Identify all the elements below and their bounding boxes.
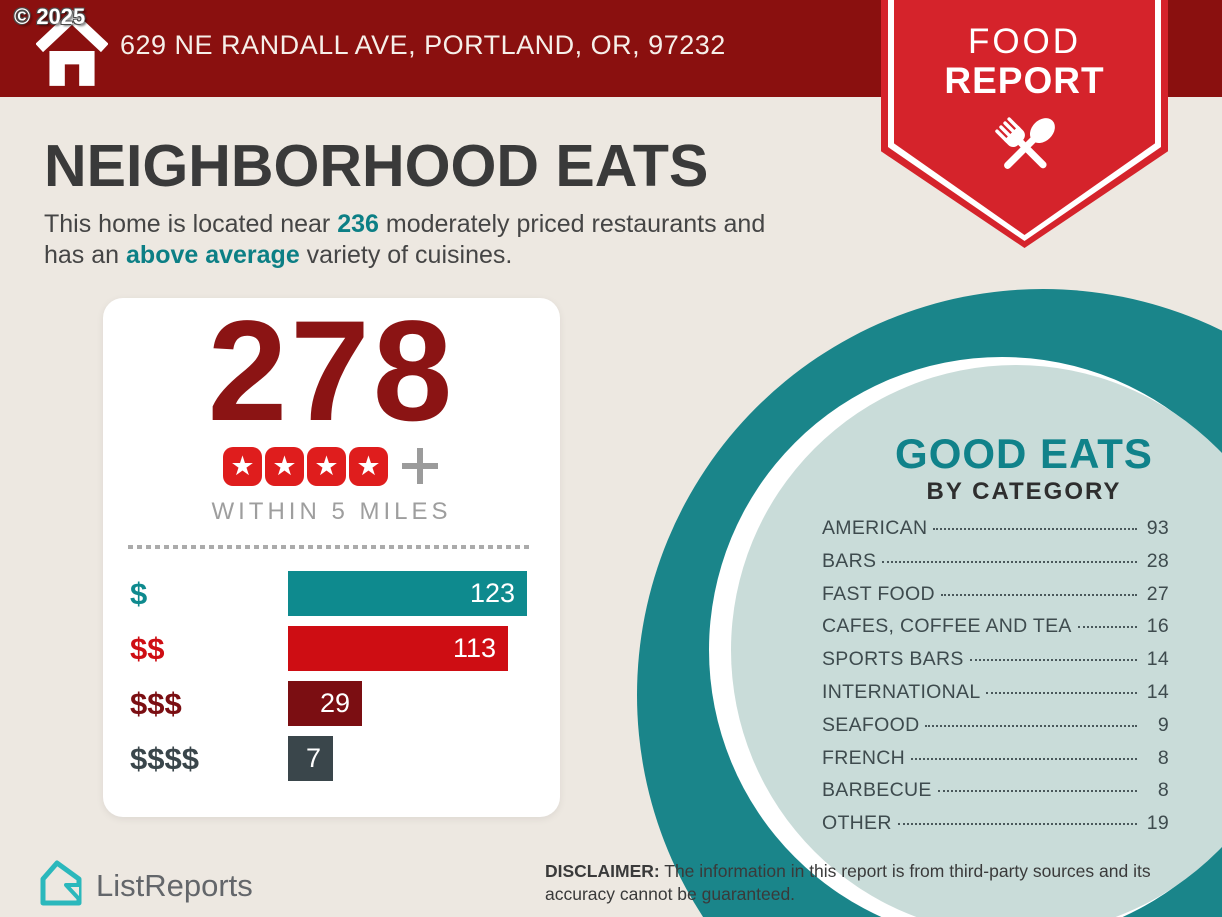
bar-value: 7 [305, 743, 321, 773]
dotted-leader [925, 724, 1137, 727]
bar-row: $$ 113 [130, 626, 545, 671]
good-eats-subtitle: BY CATEGORY [926, 478, 1122, 505]
price-tier-label: $$$ [130, 685, 182, 721]
badge-title-report: REPORT [944, 60, 1105, 101]
dotted-leader [1077, 626, 1137, 629]
price-tier-bar: 7 [288, 736, 333, 781]
total-restaurant-count: 278 [207, 292, 456, 451]
dotted-leader [969, 659, 1137, 662]
food-report-badge: FOOD REPORT [881, 0, 1168, 248]
category-label: BARS [822, 549, 877, 572]
category-value: 93 [1146, 517, 1169, 539]
good-eats-header: GOOD EATS BY CATEGORY [849, 430, 1199, 506]
good-eats-title: GOOD EATS [895, 430, 1153, 477]
category-value: 9 [1157, 713, 1169, 736]
category-value: 19 [1146, 812, 1169, 835]
page-subtitle: This home is located near 236 moderately… [44, 209, 765, 271]
plus-icon [400, 446, 440, 486]
category-value: 16 [1146, 615, 1169, 638]
category-label: AMERICAN [822, 517, 928, 539]
category-row: BARBECUE 8 [822, 779, 1169, 812]
category-row: OTHER 19 [822, 812, 1169, 845]
dashed-divider [128, 545, 533, 549]
dotted-leader [937, 790, 1137, 793]
disclaimer: DISCLAIMER: The information in this repo… [545, 860, 1193, 906]
subtitle-text: variety of cuisines. [299, 241, 513, 269]
subtitle-text: This home is located near [44, 210, 338, 238]
star-icon: ★ [349, 446, 388, 486]
category-label: OTHER [822, 812, 892, 835]
star-icon: ★ [223, 446, 262, 486]
price-tier-bar-chart: $123 $$ 113 $$$ 29 $$$$ 7 [130, 571, 545, 791]
category-list: AMERICAN 93 BARS 28 FAST FOOD 27 CAFES, COFFEE… [822, 517, 1169, 845]
star-rating-row: ★ ★ ★ ★ [103, 446, 560, 486]
brand-name: ListReports [96, 867, 253, 903]
badge-title-food: FOOD [967, 22, 1082, 61]
subtitle-text: moderately priced restaurants and [378, 210, 766, 238]
dotted-leader [911, 757, 1137, 760]
star-icon: ★ [307, 446, 346, 486]
category-value: 14 [1146, 680, 1169, 703]
category-label: SPORTS BARS [822, 648, 964, 671]
category-label: SEAFOOD [822, 713, 920, 736]
category-label: FRENCH [822, 746, 906, 769]
bar-row: $123 [130, 571, 545, 616]
bar-value: 29 [319, 688, 350, 718]
price-tier-bar: 113 [288, 626, 508, 671]
price-tier-bar: 123 [288, 571, 527, 616]
disclaimer-label: DISCLAIMER: [545, 861, 660, 881]
category-row: SPORTS BARS 14 [822, 648, 1169, 681]
category-label: BARBECUE [822, 779, 932, 802]
category-label: INTERNATIONAL [822, 680, 981, 703]
price-tier-label: $$$$ [130, 740, 199, 776]
price-tier-label: $$ [130, 630, 165, 666]
subtitle-text: has an [44, 241, 127, 269]
category-row: SEAFOOD 9 [822, 714, 1169, 747]
bar-row: $$$$ 7 [130, 736, 545, 781]
restaurant-stats-card: 278 ★ ★ ★ ★ WITHIN 5 MILES $123 $$ 113 $$$ 29 $$… [103, 298, 560, 817]
category-row: BARS 28 [822, 550, 1169, 583]
bar-row: $$$ 29 [130, 681, 545, 726]
crossed-spoon-fork-icon [981, 104, 1069, 197]
bar-value: 123 [469, 578, 515, 608]
copyright-watermark: © 2025 [14, 4, 86, 29]
disclaimer-text: The information in this report is from t… [545, 861, 1151, 904]
dotted-leader [897, 823, 1137, 826]
listreports-brand: ListReports [36, 858, 253, 913]
category-row: FRENCH 8 [822, 747, 1169, 780]
restaurant-count: 236 [337, 210, 379, 238]
category-row: CAFES, COFFEE AND TEA 16 [822, 615, 1169, 648]
category-value: 8 [1157, 746, 1169, 769]
category-value: 8 [1157, 779, 1169, 802]
listreports-logo-icon [36, 858, 84, 913]
category-row: FAST FOOD 27 [822, 583, 1169, 616]
property-address: 629 NE RANDALL AVE, PORTLAND, OR, 97232 [120, 30, 726, 60]
category-value: 27 [1146, 582, 1169, 605]
variety-highlight: above average [126, 241, 300, 269]
price-tier-label: $ [130, 575, 148, 611]
price-tier-bar: 29 [288, 681, 362, 726]
dotted-leader [882, 560, 1137, 563]
dotted-leader [940, 593, 1137, 596]
radius-label: WITHIN 5 MILES [211, 498, 452, 525]
category-row: AMERICAN 93 [822, 517, 1169, 550]
dotted-leader [933, 528, 1137, 530]
home-icon [35, 9, 109, 95]
category-value: 28 [1146, 549, 1169, 572]
category-label: CAFES, COFFEE AND TEA [822, 615, 1072, 638]
category-value: 14 [1146, 648, 1169, 671]
bar-value: 113 [452, 633, 496, 663]
category-row: INTERNATIONAL 14 [822, 681, 1169, 714]
dotted-leader [986, 691, 1137, 694]
star-icon: ★ [265, 446, 304, 486]
category-label: FAST FOOD [822, 582, 935, 605]
page-title: NEIGHBORHOOD EATS [44, 133, 709, 199]
